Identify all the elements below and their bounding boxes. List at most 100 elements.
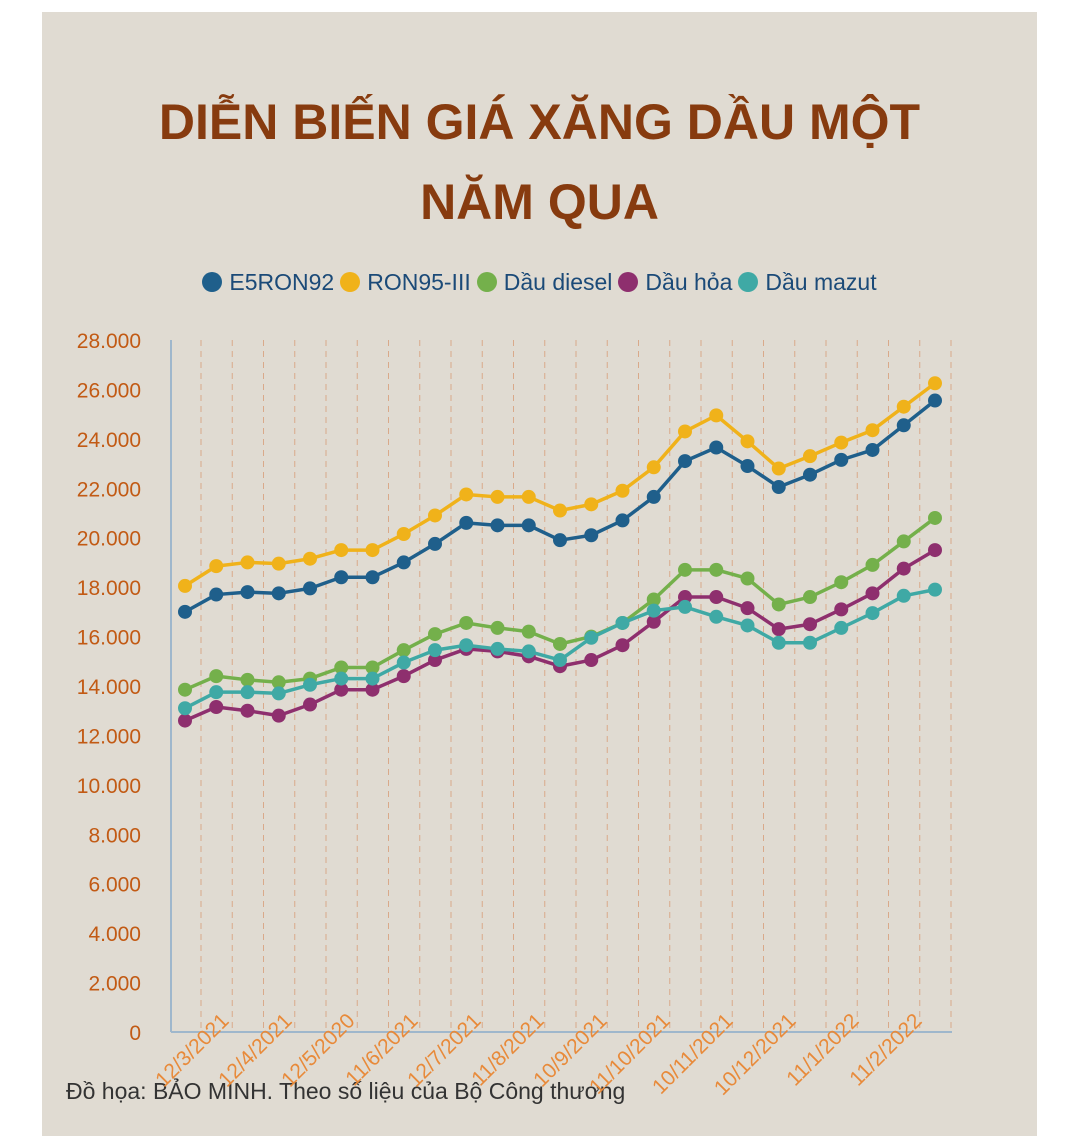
data-point-mazut: [178, 701, 192, 716]
data-point-e5ron92: [615, 513, 630, 528]
data-point-ron95: [646, 460, 661, 475]
data-point-dau-hoa: [303, 697, 317, 712]
data-point-mazut: [240, 685, 255, 700]
data-point-mazut: [521, 644, 536, 659]
data-point-ron95: [803, 449, 817, 464]
data-point-ron95: [678, 424, 692, 439]
data-point-ron95: [271, 556, 286, 571]
data-point-e5ron92: [303, 581, 317, 596]
legend-dot-ron95: [340, 272, 361, 292]
data-point-mazut: [834, 620, 849, 635]
data-point-diesel: [490, 620, 505, 635]
legend-label-diesel: Dầu diesel: [503, 268, 613, 295]
data-point-e5ron92: [428, 536, 442, 551]
data-point-e5ron92: [646, 489, 661, 504]
data-point-diesel: [271, 675, 286, 690]
infographic-card: DIỄN BIẾN GIÁ XĂNG DẦU MỘT NĂM QUA E5RON…: [42, 12, 1037, 1136]
data-point-diesel: [334, 660, 349, 675]
data-point-diesel: [709, 562, 724, 577]
data-point-mazut: [803, 635, 817, 650]
data-point-e5ron92: [240, 585, 255, 600]
data-point-mazut: [865, 606, 880, 621]
data-point-diesel: [178, 682, 192, 697]
data-point-diesel: [365, 660, 380, 675]
legend-label-e5ron92: E5RON92: [229, 268, 335, 295]
data-point-mazut: [928, 582, 942, 597]
y-tick-label: 0: [129, 1022, 141, 1045]
data-point-ron95: [865, 423, 880, 438]
data-point-diesel: [209, 669, 224, 684]
legend-dot-e5ron92: [202, 272, 223, 292]
legend-item-mazut: Dầu mazut: [738, 269, 877, 296]
legend-dot-mazut: [738, 272, 759, 292]
data-point-ron95: [240, 555, 255, 570]
y-tick-label: 4.000: [88, 923, 141, 946]
chart-title: DIỄN BIẾN GIÁ XĂNG DẦU MỘT NĂM QUA: [42, 82, 1037, 242]
data-point-dau-hoa: [928, 543, 942, 558]
data-point-ron95: [584, 497, 599, 512]
y-tick-label: 2.000: [88, 973, 141, 996]
data-point-diesel: [646, 592, 661, 607]
data-point-ron95: [428, 508, 442, 523]
data-point-e5ron92: [178, 604, 192, 619]
data-point-dau-hoa: [584, 653, 599, 668]
data-point-dau-hoa: [771, 622, 786, 637]
data-point-mazut: [646, 603, 661, 618]
legend-item-ron95: RON95-III: [340, 269, 471, 296]
data-point-e5ron92: [740, 459, 755, 474]
data-point-mazut: [334, 671, 349, 686]
data-point-e5ron92: [490, 518, 505, 533]
y-tick-label: 24.000: [77, 429, 141, 452]
legend-label-ron95: RON95-III: [367, 268, 471, 295]
data-point-e5ron92: [521, 518, 536, 533]
data-point-mazut: [428, 643, 442, 658]
data-point-e5ron92: [709, 440, 724, 455]
data-point-mazut: [709, 609, 724, 624]
data-point-e5ron92: [834, 452, 849, 467]
data-point-diesel: [803, 590, 817, 605]
data-point-dau-hoa: [803, 617, 817, 632]
y-tick-label: 8.000: [88, 824, 141, 847]
data-point-mazut: [771, 635, 786, 650]
data-point-mazut: [271, 686, 286, 701]
data-point-ron95: [896, 399, 911, 414]
data-point-e5ron92: [896, 418, 911, 433]
y-tick-label: 6.000: [88, 874, 141, 897]
data-point-dau-hoa: [178, 713, 192, 728]
data-point-mazut: [365, 671, 380, 686]
data-point-e5ron92: [803, 467, 817, 482]
data-point-ron95: [771, 461, 786, 476]
data-point-ron95: [334, 543, 349, 558]
data-point-e5ron92: [396, 555, 411, 570]
data-point-ron95: [178, 578, 192, 593]
data-point-mazut: [303, 677, 317, 692]
series-line-ron95: [184, 381, 937, 588]
legend-dot-dau-hoa: [618, 272, 639, 292]
data-point-ron95: [834, 435, 849, 450]
data-point-dau-hoa: [334, 682, 349, 697]
chart-title-text: DIỄN BIẾN GIÁ XĂNG DẦU MỘT NĂM QUA: [158, 94, 921, 230]
data-point-ron95: [709, 408, 724, 423]
y-tick-label: 20.000: [77, 528, 141, 551]
data-point-mazut: [584, 630, 599, 645]
series-ron95: [178, 376, 942, 593]
data-point-ron95: [209, 559, 224, 574]
data-point-diesel: [896, 534, 911, 549]
data-point-dau-hoa: [865, 586, 880, 601]
data-point-dau-hoa: [678, 590, 692, 605]
data-point-dau-hoa: [396, 669, 411, 684]
data-point-ron95: [303, 551, 317, 566]
legend-item-diesel: Dầu diesel: [476, 268, 613, 296]
y-tick-label: 18.000: [77, 577, 141, 600]
data-point-ron95: [521, 489, 536, 504]
data-point-diesel: [678, 562, 692, 577]
data-point-diesel: [865, 557, 880, 572]
data-point-diesel: [428, 627, 442, 642]
series-e5ron92: [178, 393, 942, 619]
data-point-dau-hoa: [428, 653, 442, 668]
y-tick-label: 12.000: [77, 725, 141, 748]
data-point-ron95: [553, 503, 567, 518]
y-tick-label: 10.000: [77, 775, 141, 798]
data-point-dau-hoa: [740, 601, 755, 616]
data-point-mazut: [615, 615, 630, 630]
